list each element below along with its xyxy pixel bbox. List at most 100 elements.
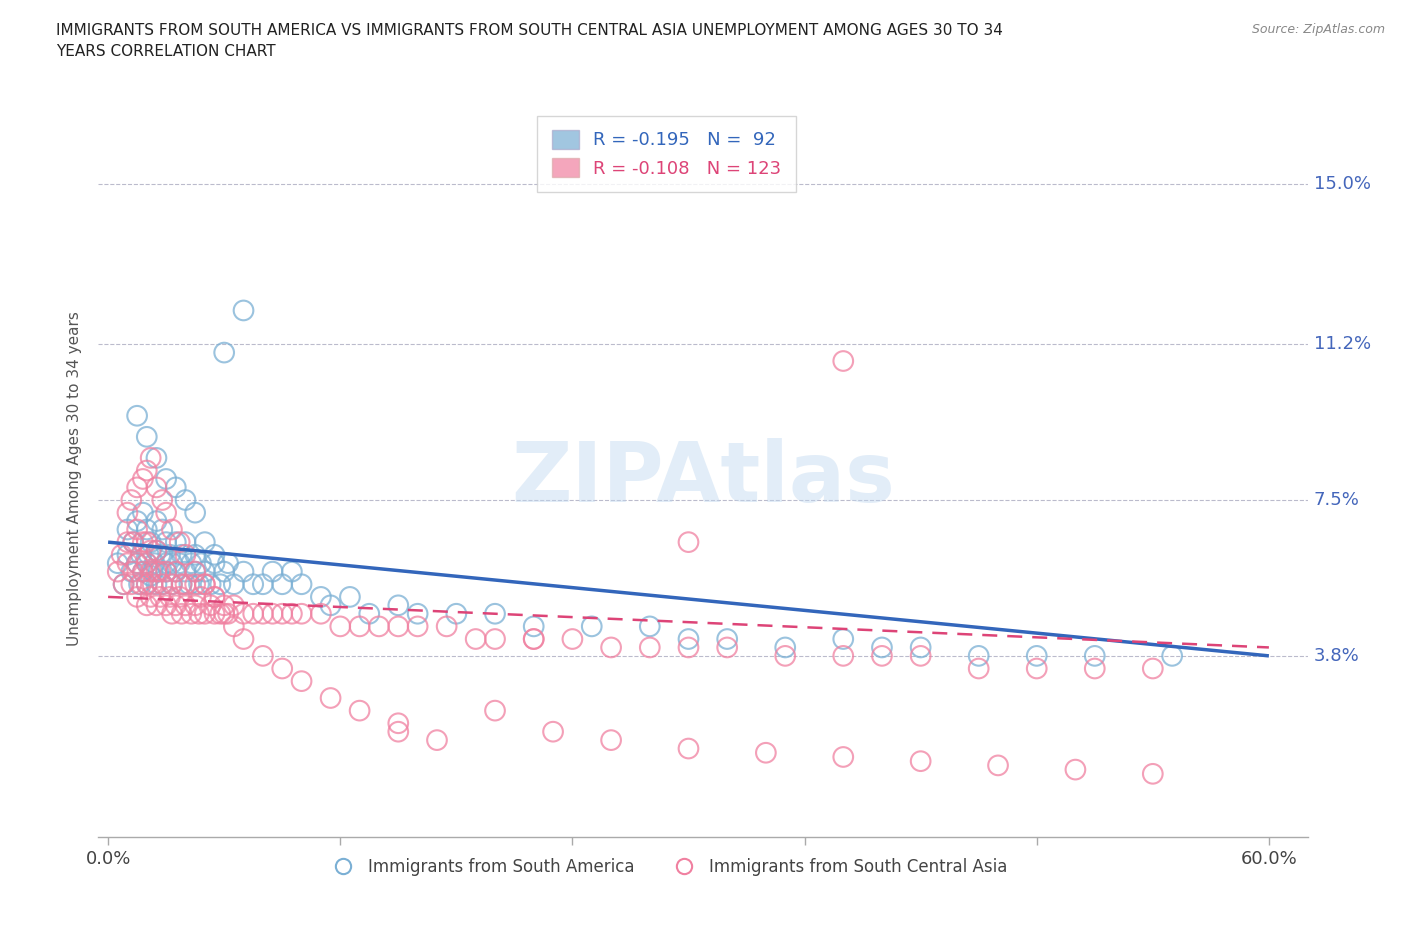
Point [132,535,155,550]
Point [148,565,170,579]
Point [319,598,342,613]
Point [600,640,623,655]
Legend: Immigrants from South America, Immigrants from South Central Asia: Immigrants from South America, Immigrant… [319,851,1014,883]
Point [194,606,217,621]
Point [117,535,139,550]
Point [111,548,134,563]
Point [170,577,193,591]
Point [155,472,177,486]
Text: 3.8%: 3.8% [1313,647,1360,665]
Point [170,548,193,563]
Point [165,598,187,613]
Point [143,556,166,571]
Text: 15.0%: 15.0% [1313,175,1371,193]
Point [290,673,312,688]
Text: 7.5%: 7.5% [1313,491,1360,509]
Point [145,543,167,558]
Point [271,661,294,676]
Point [165,565,187,579]
Point [832,353,855,368]
Point [184,577,207,591]
Point [127,408,149,423]
Point [127,590,149,604]
Point [426,733,449,748]
Point [1084,661,1107,676]
Point [349,619,371,634]
Point [159,548,181,563]
Point [127,513,149,528]
Point [523,631,546,646]
Point [523,619,546,634]
Point [242,606,264,621]
Point [132,505,155,520]
Point [561,631,583,646]
Point [174,598,197,613]
Point [910,648,932,663]
Point [387,598,409,613]
Point [281,565,304,579]
Point [446,606,468,621]
Point [142,577,165,591]
Point [180,606,202,621]
Point [217,606,239,621]
Point [180,556,202,571]
Point [150,577,173,591]
Point [135,556,157,571]
Point [127,480,149,495]
Point [139,535,162,550]
Point [184,565,207,579]
Point [194,577,217,591]
Point [132,565,155,579]
Point [678,631,700,646]
Point [120,493,142,508]
Point [190,590,212,604]
Point [150,522,173,537]
Point [832,648,855,663]
Point [1084,648,1107,663]
Point [222,598,245,613]
Point [184,565,207,579]
Point [1025,648,1047,663]
Point [120,577,142,591]
Point [135,577,157,591]
Point [155,565,177,579]
Point [117,505,139,520]
Point [436,619,458,634]
Point [112,577,135,591]
Point [309,590,332,604]
Point [135,556,157,571]
Point [149,590,172,604]
Point [309,606,332,621]
Point [179,577,201,591]
Point [212,598,235,613]
Point [138,548,160,563]
Text: Source: ZipAtlas.com: Source: ZipAtlas.com [1251,23,1385,36]
Text: 11.2%: 11.2% [1313,335,1371,353]
Point [165,565,187,579]
Point [160,606,183,621]
Point [127,556,149,571]
Point [112,577,135,591]
Point [159,590,181,604]
Point [773,648,796,663]
Point [204,590,226,604]
Point [132,472,155,486]
Point [910,640,932,655]
Point [262,606,284,621]
Point [170,606,193,621]
Point [832,750,855,764]
Point [145,565,167,579]
Point [252,606,274,621]
Point [209,577,232,591]
Point [188,606,211,621]
Point [160,577,183,591]
Point [252,577,274,591]
Point [169,590,191,604]
Point [174,577,197,591]
Point [212,606,235,621]
Point [200,598,222,613]
Point [122,565,145,579]
Point [204,590,226,604]
Point [155,535,177,550]
Point [387,619,409,634]
